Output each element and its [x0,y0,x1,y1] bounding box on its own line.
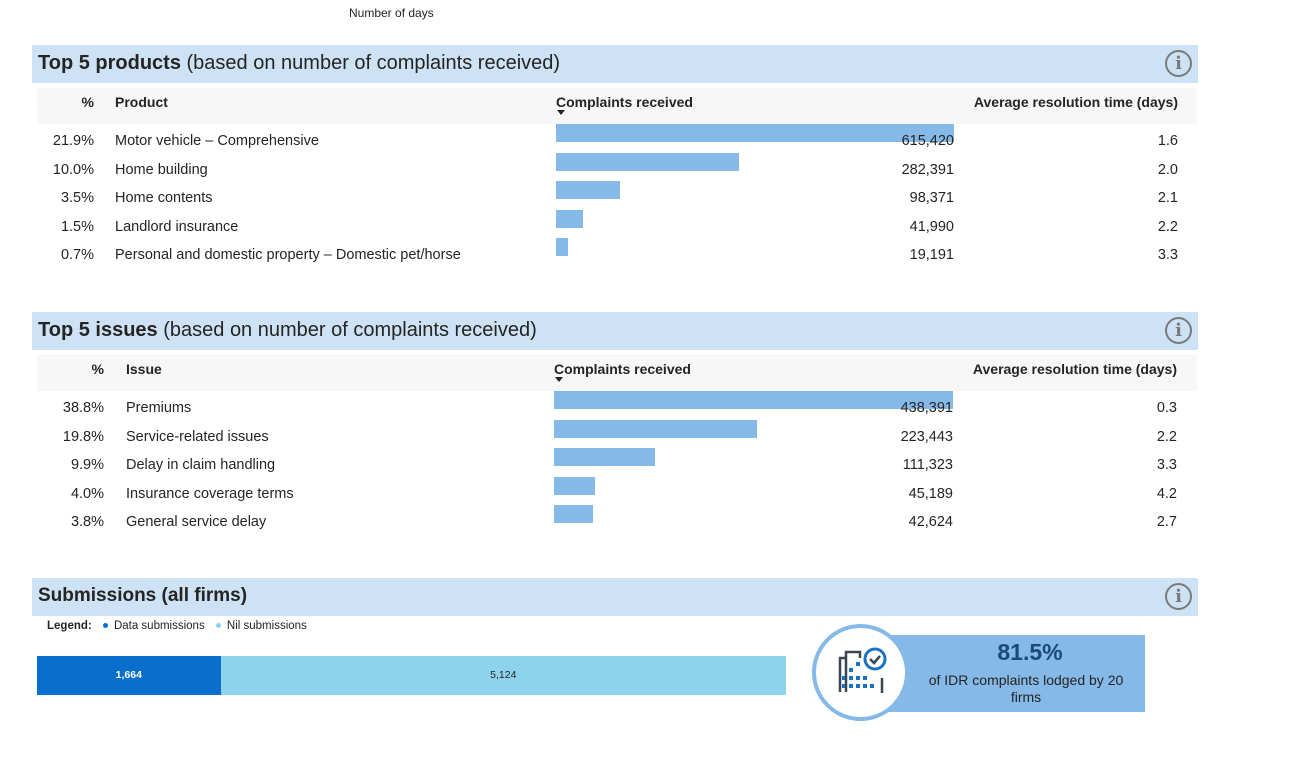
legend: Legend: Data submissions Nil submissions [47,620,307,632]
row-avg: 3.3 [1156,457,1177,474]
legend-dot-nil [215,622,221,628]
row-pct: 10.0% [52,161,94,178]
row-avg: 0.3 [1156,400,1177,416]
submission-bar-nil[interactable]: 5,124 [220,656,786,695]
kpi-value: 81.5% [997,639,1063,665]
complaints-bar [554,476,596,495]
row-name: Home contents [115,190,213,207]
row-complaints: 19,191 [909,247,954,264]
complaints-bar [554,391,953,409]
col-complaints[interactable]: Complaints received [556,94,693,110]
complaints-bar [554,505,593,524]
col-pct[interactable]: % [91,361,104,377]
complaints-bar [556,181,620,200]
complaints-bar [556,209,584,228]
col-complaints[interactable]: Complaints received [554,361,691,377]
legend-nil: Nil submissions [226,620,307,632]
row-complaints: 438,391 [900,400,953,416]
table-row[interactable]: 38.8% Premiums 438,391 0.3 [37,391,1197,424]
table-row[interactable]: 1.5% Landlord insurance 41,990 2.2 [37,209,1197,243]
table-row[interactable]: 3.8% General service delay 42,624 2.7 [37,505,1197,538]
row-complaints: 615,420 [901,133,954,149]
kpi-card: 81.5% of IDR complaints lodged by 20 fir… [885,635,1145,712]
row-complaints: 98,371 [909,190,954,207]
row-avg: 1.6 [1157,133,1178,149]
col-pct[interactable]: % [81,94,94,110]
products-title: Top 5 products [38,52,181,74]
table-row[interactable]: 4.0% Insurance coverage terms 45,189 4.2 [37,476,1197,510]
col-avg[interactable]: Average resolution time (days) [973,94,1178,110]
row-avg: 2.1 [1157,190,1178,207]
row-pct: 3.8% [70,514,104,531]
row-complaints: 111,323 [902,457,953,474]
submissions-title: Submissions (all firms) [38,585,248,606]
kpi-text: of IDR complaints lodged by 20 firms [928,672,1124,705]
products-header: Top 5 products (based on number of compl… [32,45,1198,83]
row-name: Motor vehicle – Comprehensive [115,133,319,149]
row-name: Landlord insurance [115,218,239,235]
col-avg[interactable]: Average resolution time (days) [972,361,1177,377]
table-row[interactable]: 21.9% Motor vehicle – Comprehensive 615,… [37,124,1197,157]
axis-label: Number of days [349,6,434,20]
row-complaints: 41,990 [909,218,954,235]
row-complaints: 223,443 [900,428,953,445]
complaints-bar [554,448,656,467]
table-row[interactable]: 19.8% Service-related issues 223,443 2.2 [37,419,1197,453]
row-complaints: 282,391 [901,161,954,178]
submission-bar-data[interactable]: 1,664 [37,656,221,695]
row-pct: 4.0% [70,485,104,502]
row-name: Insurance coverage terms [126,485,294,502]
row-pct: 3.5% [60,190,94,207]
products-table-header: % Product Complaints received Average re… [37,88,1197,124]
complaints-bar [556,152,739,171]
col-product[interactable]: Product [115,94,168,110]
row-name: Home building [115,161,208,178]
submissions-header: Submissions (all firms) i [32,578,1198,616]
issues-header: Top 5 issues (based on number of complai… [32,312,1198,350]
legend-label: Legend: [47,620,92,632]
table-row[interactable]: 10.0% Home building 282,391 2.0 [37,152,1197,186]
info-icon[interactable]: i [1165,317,1192,344]
issues-subtitle: (based on number of complaints received) [157,319,537,341]
building-check-icon [812,624,909,721]
row-name: Premiums [126,400,192,416]
complaints-bar [556,124,954,142]
row-name: Delay in claim handling [126,457,276,474]
row-pct: 9.9% [70,457,104,474]
row-complaints: 45,189 [908,485,953,502]
row-name: Service-related issues [126,428,269,445]
info-icon[interactable]: i [1165,50,1192,77]
products-subtitle: (based on number of complaints received) [180,52,561,74]
complaints-bar [554,419,758,438]
table-row[interactable]: 9.9% Delay in claim handling 111,323 3.3 [37,448,1197,481]
table-row[interactable]: 3.5% Home contents 98,371 2.1 [37,181,1197,214]
row-avg: 2.2 [1156,428,1177,445]
legend-dot-data [102,622,108,628]
row-pct: 19.8% [62,428,104,445]
row-pct: 38.8% [62,400,104,416]
info-icon[interactable]: i [1165,583,1192,610]
row-name: General service delay [126,514,267,531]
legend-data: Data submissions [113,620,205,632]
row-pct: 0.7% [60,247,94,264]
issues-title: Top 5 issues [38,319,158,341]
row-avg: 4.2 [1156,485,1177,502]
complaints-bar [556,238,569,257]
row-avg: 3.3 [1157,247,1178,264]
row-avg: 2.0 [1157,161,1178,178]
row-name: Personal and domestic property – Domesti… [115,247,461,264]
row-complaints: 42,624 [908,514,953,531]
sort-desc-icon[interactable] [555,377,563,382]
sort-desc-icon[interactable] [557,110,565,115]
row-pct: 1.5% [60,218,94,235]
issues-table-header: % Issue Complaints received Average reso… [37,355,1197,391]
row-pct: 21.9% [52,133,94,149]
row-avg: 2.7 [1156,514,1177,531]
col-issue[interactable]: Issue [126,361,162,377]
row-avg: 2.2 [1157,218,1178,235]
table-row[interactable]: 0.7% Personal and domestic property – Do… [37,238,1197,271]
